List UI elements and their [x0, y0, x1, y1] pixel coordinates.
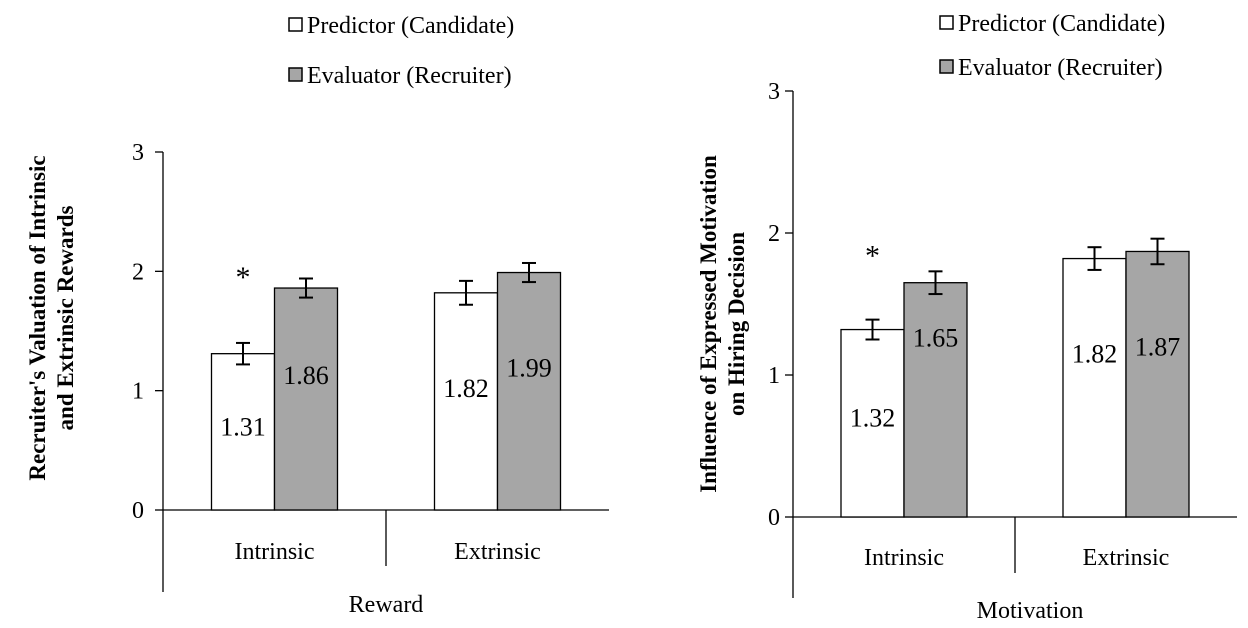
legend-swatch-predictor: [939, 15, 954, 30]
plot-area-left: 0 1 2 3 Intrinsic 1.31 1.86 * Extrinsic 1.82 1.99: [132, 140, 609, 592]
significance-marker: *: [865, 240, 880, 273]
x-tick-label: Intrinsic: [864, 545, 944, 571]
y-tick-label: 1: [132, 379, 144, 405]
y-tick-label: 0: [768, 505, 780, 531]
y-tick-label: 1: [768, 363, 780, 389]
bar-predictor-extrinsic: [433, 292, 499, 511]
legend-label-predictor: Predictor (Candidate): [958, 11, 1165, 37]
bar-predictor-intrinsic: [210, 353, 276, 511]
x-tick-label: Extrinsic: [454, 539, 541, 565]
y-tick-label: 0: [132, 498, 144, 524]
data-label: 1.82: [443, 374, 489, 403]
y-axis-title-line-1: Recruiter's Valuation of Intrinsic: [25, 155, 50, 480]
y-tick-label: 2: [132, 259, 144, 285]
y-tick-label: 2: [768, 221, 780, 247]
data-label: 1.32: [850, 404, 896, 433]
bar-predictor-intrinsic: [840, 328, 905, 518]
data-label: 1.87: [1135, 332, 1181, 361]
legend-label-evaluator: Evaluator (Recruiter): [307, 63, 512, 89]
y-axis-title-line-1: Influence of Expressed Motivation: [696, 155, 721, 493]
y-axis-title-line-2: and Extrinsic Rewards: [53, 206, 78, 431]
significance-marker: *: [236, 261, 251, 294]
data-label: 1.86: [283, 361, 329, 390]
x-axis-title: Reward: [349, 592, 424, 618]
chart-left: Predictor (Candidate) Evaluator (Recruit…: [25, 13, 609, 618]
data-label: 1.82: [1072, 340, 1118, 369]
legend-label-predictor: Predictor (Candidate): [307, 13, 514, 39]
legend-swatch-predictor: [288, 17, 303, 32]
legend-swatch-evaluator: [288, 67, 303, 82]
bar-evaluator-extrinsic: [496, 271, 562, 511]
data-label: 1.65: [913, 324, 959, 353]
legend-right: Predictor (Candidate) Evaluator (Recruit…: [939, 11, 1165, 81]
data-label: 1.99: [506, 354, 552, 383]
y-tick-label: 3: [132, 140, 144, 166]
legend-swatch-evaluator: [939, 59, 954, 74]
legend-left: Predictor (Candidate) Evaluator (Recruit…: [288, 13, 514, 89]
bar-evaluator-extrinsic: [1125, 250, 1190, 518]
x-tick-label: Extrinsic: [1083, 545, 1170, 571]
legend-label-evaluator: Evaluator (Recruiter): [958, 55, 1163, 81]
plot-area-right: 0 1 2 3 Intrinsic 1.32 1.65 * Extrinsic 1.82 1.87: [768, 79, 1237, 598]
x-tick-label: Intrinsic: [235, 539, 315, 565]
bar-evaluator-intrinsic: [273, 287, 339, 511]
bar-evaluator-intrinsic: [903, 282, 968, 518]
y-axis-title-line-2: on Hiring Decision: [724, 232, 749, 416]
y-tick-label: 3: [768, 79, 780, 105]
chart-right: Predictor (Candidate) Evaluator (Recruit…: [696, 11, 1237, 624]
x-axis-title: Motivation: [977, 598, 1084, 624]
bar-predictor-extrinsic: [1062, 257, 1127, 518]
data-label: 1.31: [220, 413, 266, 442]
